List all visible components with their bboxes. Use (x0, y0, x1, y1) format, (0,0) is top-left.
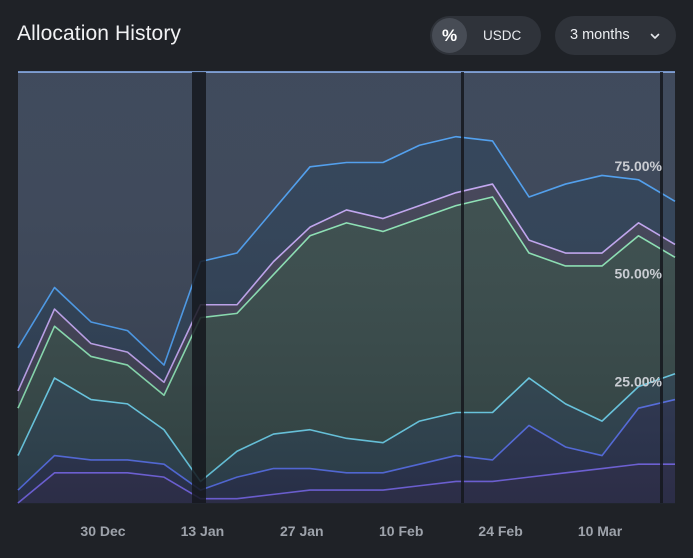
view-mode-toggle[interactable]: % USDC (430, 16, 541, 55)
plot-shade (18, 72, 675, 504)
y-tick-label: 25.00% (615, 373, 663, 389)
x-tick-label: 13 Jan (181, 523, 225, 539)
x-tick-label: 30 Dec (80, 523, 125, 539)
time-range-label: 3 months (570, 27, 630, 43)
data-gap-2 (461, 72, 464, 503)
data-gap-1 (192, 72, 206, 503)
x-tick-label: 10 Feb (379, 523, 423, 539)
chevron-down-icon (650, 33, 660, 39)
page-title: Allocation History (17, 22, 182, 45)
y-tick-label: 50.00% (615, 266, 663, 282)
time-range-select[interactable]: 3 months (555, 16, 676, 55)
usdc-toggle-button[interactable]: USDC (483, 28, 522, 43)
percent-toggle-button[interactable]: % (432, 18, 467, 53)
x-tick-label: 24 Feb (478, 523, 522, 539)
data-gap-3 (660, 72, 663, 503)
x-tick-label: 27 Jan (280, 523, 324, 539)
x-tick-label: 10 Mar (578, 523, 623, 539)
y-tick-label: 75.00% (615, 158, 663, 174)
